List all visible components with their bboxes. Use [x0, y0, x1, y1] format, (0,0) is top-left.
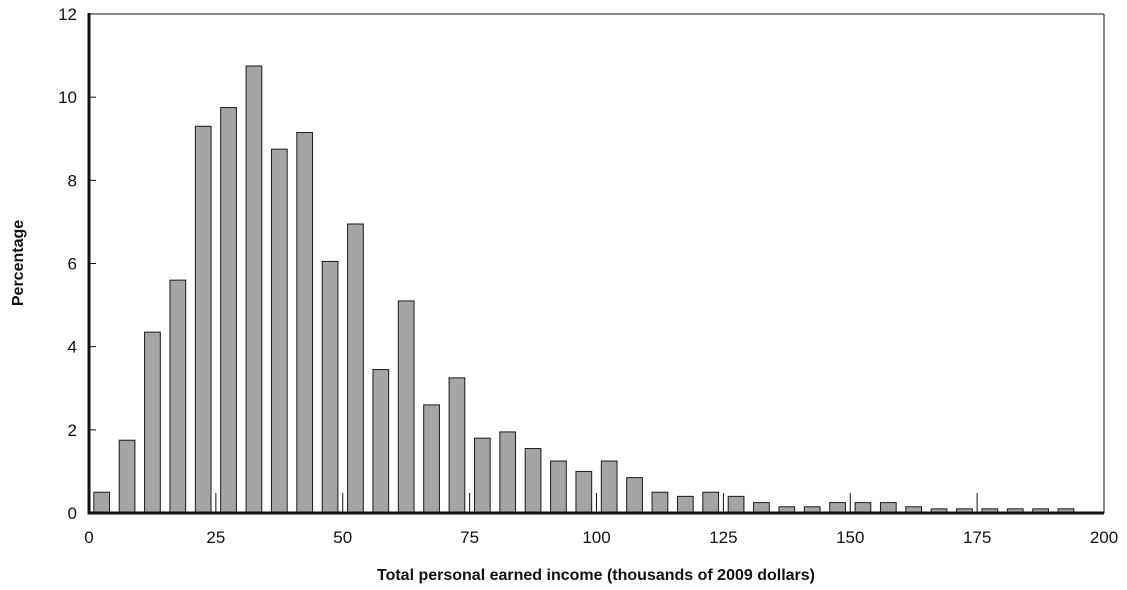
histogram-bar: [473, 437, 491, 514]
histogram-bar: [397, 300, 415, 514]
histogram-bar: [347, 223, 364, 514]
histogram-bar: [220, 107, 237, 514]
histogram-bar: [169, 279, 187, 514]
x-tick-label: 50: [333, 528, 352, 547]
histogram-bar: [448, 377, 466, 514]
histogram-bar: [626, 477, 643, 514]
histogram-bar: [676, 495, 694, 514]
histogram-bar: [499, 431, 517, 514]
bars-group: [93, 65, 1075, 514]
x-axis-title: Total personal earned income (thousands …: [377, 567, 815, 584]
histogram-bar: [245, 65, 263, 514]
histogram-bar: [321, 260, 339, 514]
ticks-group: 0 2 4 6 8 10 12 0 25 50 75 100 125 150 175 200: [58, 5, 1118, 547]
y-tick-label: 6: [68, 255, 77, 274]
histogram-bar: [423, 404, 440, 514]
x-tick-label: 100: [582, 528, 610, 547]
axes-group: [87, 13, 1105, 515]
x-tick-label: 25: [206, 528, 225, 547]
y-tick-label: 0: [68, 504, 77, 523]
y-tick-label: 4: [68, 338, 77, 357]
x-tick-label: 125: [709, 528, 737, 547]
histogram-bar: [702, 491, 720, 514]
histogram-bar: [194, 125, 212, 514]
histogram-bar: [854, 502, 872, 514]
histogram-bar: [829, 502, 846, 514]
histogram-bar: [727, 495, 745, 514]
histogram-bar: [879, 502, 897, 514]
histogram-bar: [144, 331, 161, 514]
histogram-bar: [372, 369, 390, 514]
x-tick-label: 0: [84, 528, 93, 547]
x-tick-label: 150: [836, 528, 864, 547]
histogram-bar: [575, 470, 593, 514]
histogram-bar: [270, 148, 288, 514]
x-tick-label: 175: [963, 528, 991, 547]
histogram-bar: [524, 448, 542, 514]
histogram-bar: [118, 439, 136, 514]
histogram-bar: [651, 491, 669, 514]
y-tick-label: 8: [68, 171, 77, 190]
x-tick-label: 75: [460, 528, 479, 547]
histogram-bar: [550, 460, 567, 514]
histogram-bar: [753, 502, 770, 514]
histogram-bar: [600, 460, 618, 514]
y-tick-label: 10: [58, 88, 77, 107]
x-tick-label: 200: [1090, 528, 1118, 547]
y-axis-title: Percentage: [10, 220, 27, 306]
y-tick-label: 12: [58, 5, 77, 24]
y-tick-label: 2: [68, 421, 77, 440]
histogram-bar: [93, 491, 111, 514]
histogram-bar: [296, 132, 314, 514]
